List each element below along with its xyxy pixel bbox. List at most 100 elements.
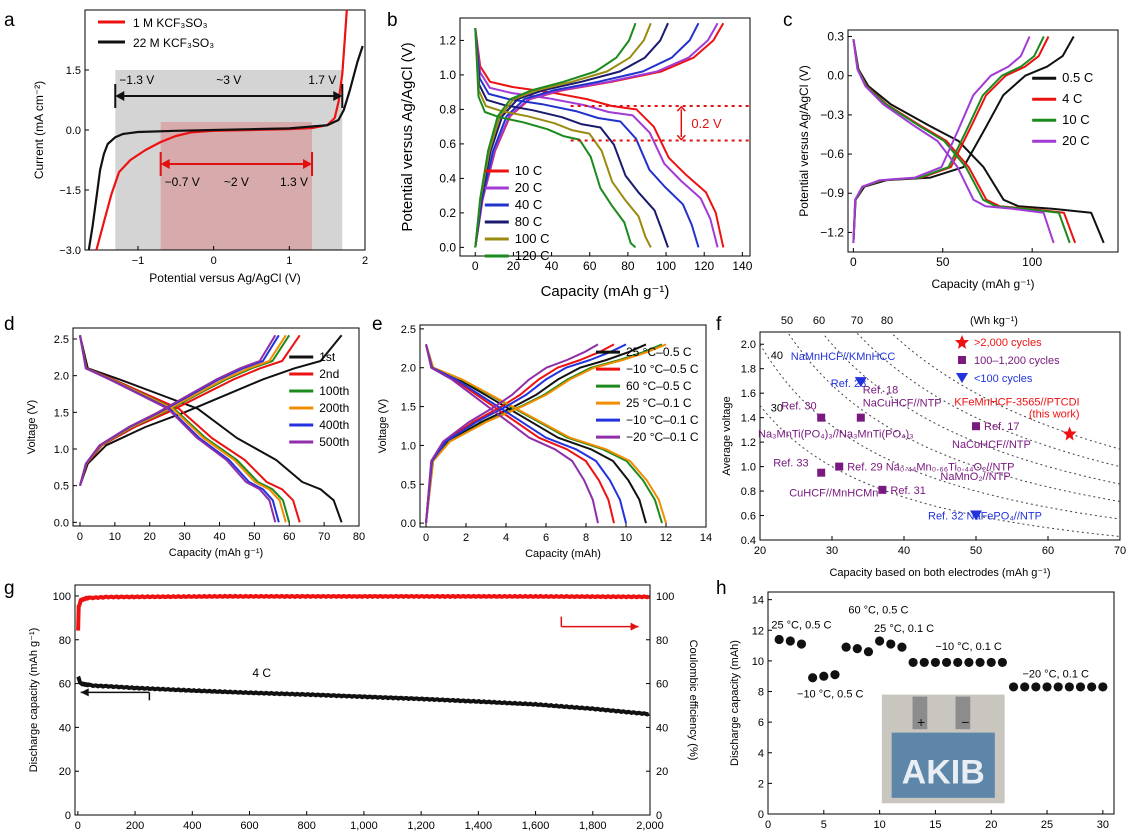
discharge-curve [474, 28, 700, 248]
x-axis-label: Capacity (mAh g⁻¹) [931, 277, 1034, 291]
annotation: 25 °C, 0.1 C [874, 623, 934, 635]
y-tick-label: −1.2 [820, 225, 844, 239]
stability-window-narrow [160, 122, 313, 250]
annotation: −0.7 V [165, 175, 200, 189]
data-point [830, 670, 840, 680]
legend-label: −10 °C–0.1 C [626, 413, 699, 427]
chart-panel-g: 0 200 400 600 800 1,000 1,200 1,400 1,600 1,800 2,… [28, 584, 699, 832]
x-tick-label: 20 [985, 819, 997, 831]
legend-label: 200th [319, 401, 349, 415]
scatter-point [856, 413, 865, 422]
annotation: 1.3 V [280, 175, 308, 189]
contour-label: 40 [771, 350, 783, 362]
discharge-curve [852, 38, 1105, 244]
x-tick-label: 14 [700, 532, 712, 544]
iv-curve-1 [87, 45, 364, 251]
y-tick-label: 1.0 [401, 440, 416, 452]
x-tick-label: 70 [1114, 545, 1126, 557]
y-tick-label: 0.0 [54, 517, 69, 529]
y-tick-label: 0.4 [741, 535, 756, 547]
data-point [808, 673, 818, 683]
y-tick-label: 4 [758, 748, 764, 760]
x-tick-label: 1,600 [522, 820, 550, 832]
x-tick-label: 50 [970, 545, 982, 557]
x-tick-label: 0 [211, 255, 217, 267]
x-tick-label: 60 [1042, 545, 1054, 557]
y-tick-label: 6 [758, 717, 764, 729]
data-point [897, 642, 907, 652]
y-axis-label: Current (mA cm⁻²) [32, 81, 46, 179]
point-label: NaMnO₂//NTP [940, 471, 1010, 483]
top-tick-label: 60 [813, 315, 825, 327]
y-tick-label: 1.0 [439, 68, 456, 82]
discharge-curve [474, 28, 637, 249]
x-tick-label: 30 [1097, 819, 1109, 831]
y-tick-label: −0.9 [820, 186, 844, 200]
x-axis-label: Potential versus Ag/AgCl (V) [149, 271, 300, 285]
scatter-point [835, 462, 844, 471]
scatter-point [817, 468, 826, 477]
x-tick-label: 20 [754, 545, 766, 557]
charge-curve [79, 334, 343, 487]
panel-label-a: a [4, 10, 15, 31]
x-axis-label: Capacity (mAh) [525, 548, 601, 560]
legend-label: −10 °C–0.5 C [626, 362, 699, 376]
y-tick-label: 60 [59, 679, 71, 691]
x-tick-label: 80 [353, 531, 365, 543]
legend-label: 100th [319, 384, 349, 398]
y-tick-label: 0.0 [827, 69, 844, 83]
discharge-curve [474, 28, 669, 248]
y-tick-label: 1.5 [66, 65, 81, 77]
charge-curve [425, 343, 627, 524]
scatter-point [878, 485, 887, 494]
point-label: Ref. 30 [781, 401, 816, 413]
y-tick-label: 0.8 [439, 102, 456, 116]
panel-label-d: d [4, 314, 15, 335]
arrowhead [80, 688, 89, 697]
annotation: 1.7 V [308, 73, 336, 87]
x-tick-label: 0 [765, 819, 771, 831]
y-tick-label: 2.0 [401, 363, 416, 375]
discharge-curve [425, 344, 627, 524]
data-point [986, 657, 996, 668]
plot-frame [72, 327, 360, 527]
legend-label: 40 C [515, 197, 542, 212]
energy-contour [759, 405, 1121, 537]
data-point [1020, 682, 1030, 692]
y-tick-label: 2.5 [401, 324, 416, 336]
y-tick-label: 2.5 [54, 334, 69, 346]
y-tick-label: 1.5 [54, 407, 69, 419]
y-tick-label: −0.6 [820, 147, 844, 161]
plot-frame [74, 584, 651, 816]
y-tick-label: 0.5 [401, 479, 416, 491]
y-axis-label: Potential versus Ag/AgCl (V) [399, 42, 416, 231]
point-label: NaCoHCF//NTP [952, 439, 1031, 451]
panel-label-g: g [4, 578, 15, 599]
inset-brand: AKIB [902, 754, 985, 792]
legend-label: 20 C [1062, 133, 1089, 148]
x-tick-label: 8 [583, 532, 589, 544]
charge-curve [474, 22, 719, 248]
x-tick-label: −1 [132, 255, 145, 267]
x-tick-label: 5 [821, 819, 827, 831]
chart-panel-c: 0 50 100 −1.2 −0.9 −0.6 −0.3 0.0 0.3 Capacity (mA… [797, 29, 1119, 291]
x-tick-label: 0 [77, 531, 83, 543]
data-point [774, 634, 784, 645]
y-tick-label: 1.4 [741, 413, 756, 425]
legend-label: 400th [319, 418, 349, 432]
legend-label: −20 °C–0.1 C [626, 430, 699, 444]
energy-contour [824, 335, 1121, 485]
data-point [1075, 682, 1086, 692]
y-axis-label: Voltage (V) [377, 399, 389, 453]
point-label: CuHCF//MnHCMn [789, 488, 878, 500]
y-tick-label: −3.0 [59, 245, 81, 257]
x-tick-label: 20 [507, 259, 521, 273]
data-point [997, 657, 1007, 668]
point-label: Ref. 17 [984, 421, 1019, 433]
x-tick-label: 120 [694, 259, 714, 273]
point-label: KFeMnHCF-3565//PTCDI [954, 397, 1079, 409]
plot-frame [459, 17, 751, 257]
chart-panel-a: −1 0 1 2 −3.0 −1.5 0.0 1.5 Potential versus Ag/A… [32, 9, 368, 285]
scatter-point [970, 510, 982, 521]
legend-label: >2,000 cycles [974, 337, 1042, 349]
